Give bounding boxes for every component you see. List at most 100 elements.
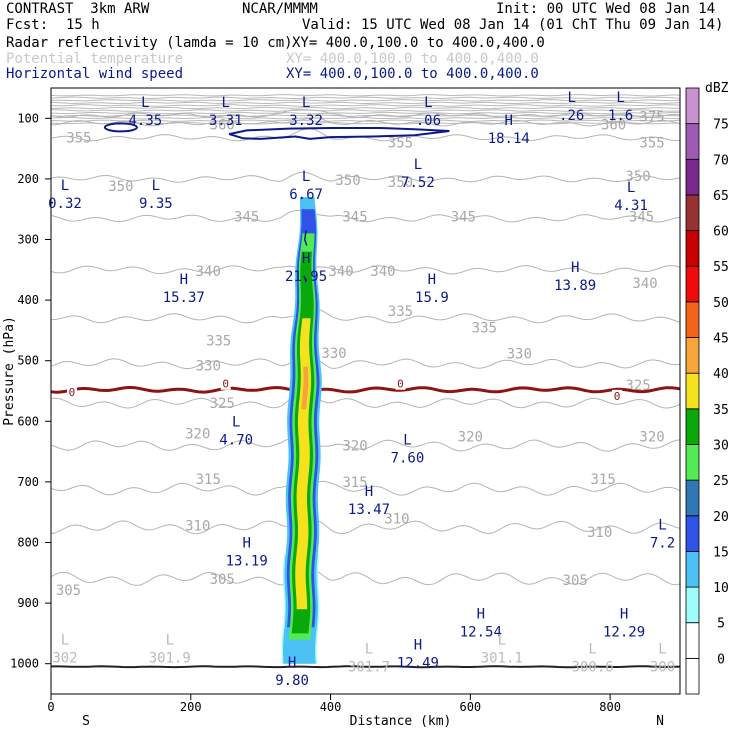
theta-label: 340 <box>632 276 657 292</box>
extremum-value: 302 <box>52 651 77 667</box>
extremum-type: L <box>232 414 240 430</box>
theta-label: 345 <box>451 209 476 225</box>
plot-frame <box>50 87 681 695</box>
theta-label: 345 <box>342 209 367 225</box>
y-tick-label: 500 <box>17 354 39 368</box>
extremum-type: L <box>302 95 310 111</box>
theta-label: 320 <box>342 439 367 455</box>
theta-label: 360 <box>601 117 626 133</box>
colorbar-box <box>685 301 700 338</box>
extremum-type: H <box>414 637 422 653</box>
y-tick-label: 400 <box>17 293 39 307</box>
theta-label: 350 <box>388 175 413 191</box>
extremum-type: H <box>242 536 250 552</box>
extremum-type: L <box>61 178 69 194</box>
colorbar-box <box>685 657 700 695</box>
extremum-value: 9.80 <box>275 673 309 689</box>
colorbar-unit: dBZ <box>705 81 729 96</box>
extremum-value: 6.67 <box>289 187 323 203</box>
colorbar-level: 30 <box>713 438 729 453</box>
x-axis: 0 200 400 600 800 Distance (km) S N <box>47 694 664 729</box>
colorbar-box <box>685 372 700 410</box>
colorbar-box <box>685 337 700 374</box>
extremum-value: 9.35 <box>139 196 173 212</box>
extremum-type: L <box>403 433 411 449</box>
freezing-label: 0 <box>614 390 621 403</box>
colorbar-box <box>685 408 700 445</box>
upper-theta-line <box>50 116 680 120</box>
extremum-type: L <box>302 169 310 185</box>
y-tick-label: 800 <box>17 536 39 550</box>
colorbar-level: 45 <box>713 332 729 347</box>
colorbar-level: 0 <box>717 652 725 667</box>
theta-contour-325 <box>50 392 681 409</box>
colorbar-level: 65 <box>713 189 729 204</box>
y-tick-label: 200 <box>17 172 39 186</box>
extremum-value: 13.47 <box>348 502 390 518</box>
freezing-label-bg <box>66 386 77 399</box>
theta-label: 310 <box>587 525 612 541</box>
colorbar-box <box>685 551 700 588</box>
extremum-type: H <box>180 272 188 288</box>
wind-extrema: L 4.35 L 3.31 L 3.32 L .06 L .26 L 1.6 H 18.14 L 0.32 L 9… <box>48 90 675 689</box>
extremum-value: 301.1 <box>481 651 523 667</box>
forecast-hour-label: Fcst: <box>6 17 49 33</box>
theta-label: 330 <box>196 359 221 375</box>
extremum-value: 300 <box>650 660 675 676</box>
theta-contour-375 <box>50 109 681 119</box>
extremum-value: 12.29 <box>603 624 645 640</box>
colorbar-level: 25 <box>713 474 729 489</box>
theta-label: 305 <box>210 572 235 588</box>
theta-contour-350 <box>50 171 681 183</box>
theta-labels: 375 355 360 360 355 355 350 350 350 350 345 345 345 3… <box>56 109 665 598</box>
extremum-value: 7.52 <box>401 175 435 191</box>
reflectivity-band-6 <box>301 366 309 410</box>
theta-label: 305 <box>56 583 81 599</box>
extremum-type: H <box>477 606 485 622</box>
theta-contour-340 <box>50 265 681 275</box>
colorbar-level: 75 <box>713 118 729 133</box>
upper-theta-line <box>50 104 681 107</box>
freezing-label-bg <box>612 389 623 402</box>
colorbar-box <box>685 444 700 481</box>
colorbar-box <box>685 479 700 517</box>
reflectivity-column <box>281 197 322 664</box>
colorbar: dBZ 0 5 10 15 20 25 30 35 40 45 50 55 60 65 70 75 <box>685 81 729 695</box>
theta-label: 345 <box>629 209 654 225</box>
theta-contour-335 <box>50 308 681 324</box>
theta-label: 350 <box>335 173 360 189</box>
theta-label: 355 <box>388 136 413 152</box>
extremum-type: L <box>498 633 506 649</box>
extremum-type: L <box>222 95 230 111</box>
extremum-type: L <box>166 633 174 649</box>
extremum-type: L <box>658 517 666 533</box>
theta-label: 350 <box>108 179 133 195</box>
x-tick-label: 200 <box>180 700 202 714</box>
colorbar-level: 5 <box>717 617 725 632</box>
extremum-value: 4.31 <box>614 198 648 214</box>
x-tick-label: 800 <box>599 700 621 714</box>
colorbar-box <box>685 87 700 125</box>
extremum-type: L <box>567 90 575 106</box>
theta-label: 335 <box>388 304 413 320</box>
colorbar-box <box>685 622 700 659</box>
extremum-type: H <box>505 113 513 129</box>
wind-contours <box>103 122 450 283</box>
theta-label: 320 <box>639 429 664 445</box>
colorbar-level: 50 <box>713 296 729 311</box>
extremum-value: 13.89 <box>554 278 596 294</box>
run-title: CONTRAST 3km ARW <box>6 1 150 17</box>
field-reflectivity-name: Radar reflectivity (lamda = 10 cm) <box>6 35 293 51</box>
theta-label: 340 <box>196 264 221 280</box>
field-theta-xy: XY= 400.0,100.0 to 400.0,400.0 <box>286 51 539 67</box>
extremum-value: 300.6 <box>572 660 614 676</box>
extremum-type: L <box>424 95 432 111</box>
theta-label: 325 <box>210 396 235 412</box>
theta-label: 330 <box>321 346 346 362</box>
theta-label: 310 <box>185 519 210 535</box>
forecast-hour-value: 15 h <box>66 17 100 33</box>
extremum-type: L <box>61 633 69 649</box>
extremum-type: L <box>365 642 373 658</box>
extremum-type: L <box>658 642 666 658</box>
